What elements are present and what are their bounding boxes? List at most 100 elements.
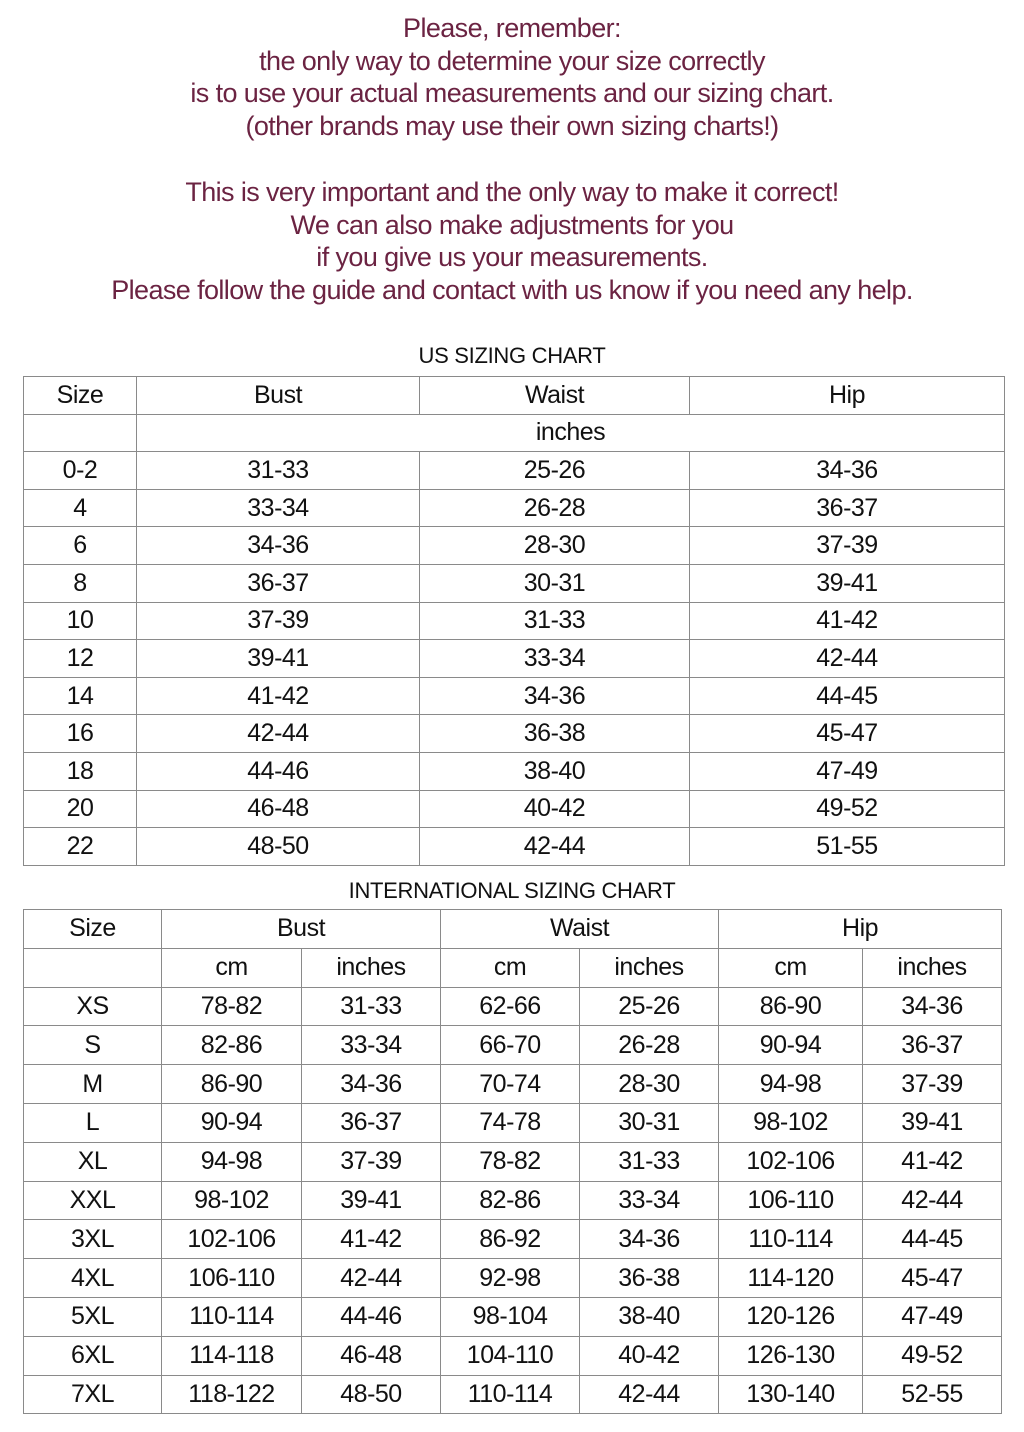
size-cell: 10 xyxy=(23,601,137,641)
unit-header: inches xyxy=(578,947,720,988)
measurement-cell: 25-26 xyxy=(578,986,720,1027)
column-header: Hip xyxy=(718,909,1003,949)
measurement-cell: 126-130 xyxy=(718,1335,864,1376)
measurement-cell: 33-34 xyxy=(136,488,420,528)
size-cell: 8 xyxy=(23,563,137,603)
measurement-cell: 114-118 xyxy=(161,1335,302,1376)
measurement-cell: 42-44 xyxy=(689,639,1005,678)
measurement-cell: 110-114 xyxy=(161,1296,302,1337)
table-row: 0-2 31-33 25-26 34-36 xyxy=(23,451,1005,490)
measurement-cell: 48-50 xyxy=(136,827,420,866)
size-cell: 4XL xyxy=(23,1258,162,1298)
measurement-cell: 44-45 xyxy=(689,676,1005,716)
measurement-cell: 39-41 xyxy=(689,563,1005,603)
header-row: Size Bust Waist Hip xyxy=(23,376,1005,415)
measurement-cell: 90-94 xyxy=(718,1025,864,1066)
measurement-cell: 26-28 xyxy=(419,488,690,528)
header-row: Size Bust Waist Hip xyxy=(23,909,1003,949)
measurement-cell: 104-110 xyxy=(440,1335,580,1376)
measurement-cell: 120-126 xyxy=(718,1296,864,1337)
measurement-cell: 37-39 xyxy=(862,1064,1003,1104)
measurement-cell: 98-102 xyxy=(161,1180,302,1221)
column-header: Hip xyxy=(689,376,1005,415)
measurement-cell: 30-31 xyxy=(578,1102,720,1143)
size-cell: XXL xyxy=(23,1180,162,1221)
measurement-cell: 36-37 xyxy=(301,1102,441,1143)
column-header: Bust xyxy=(161,909,441,949)
measurement-cell: 42-44 xyxy=(301,1258,441,1298)
measurement-cell: 78-82 xyxy=(161,986,302,1027)
table-row: 5XL 110-114 44-46 98-104 38-40 120-126 47-49 xyxy=(23,1296,1003,1337)
measurement-cell: 110-114 xyxy=(718,1219,864,1260)
measurement-cell: 40-42 xyxy=(578,1335,720,1376)
measurement-cell: 42-44 xyxy=(578,1374,720,1415)
international-sizing-table: Size Bust Waist Hip cm inches cm inches cm inches… xyxy=(23,909,1003,1415)
measurement-cell: 42-44 xyxy=(419,827,690,866)
table-row: 4XL 106-110 42-44 92-98 36-38 114-120 45-47 xyxy=(23,1258,1003,1298)
measurement-cell: 25-26 xyxy=(419,451,690,490)
measurement-cell: 106-110 xyxy=(718,1180,864,1221)
measurement-cell: 118-122 xyxy=(161,1374,302,1415)
measurement-cell: 78-82 xyxy=(440,1141,580,1182)
measurement-cell: 44-45 xyxy=(862,1219,1003,1260)
measurement-cell: 66-70 xyxy=(440,1025,580,1066)
size-cell: 18 xyxy=(23,751,137,791)
us-chart-title: US SIZING CHART xyxy=(418,343,606,368)
measurement-cell: 114-120 xyxy=(718,1258,864,1298)
size-cell: 16 xyxy=(23,714,137,753)
measurement-cell: 90-94 xyxy=(161,1102,302,1143)
column-header: Waist xyxy=(439,909,720,949)
column-header: Size xyxy=(23,376,137,415)
measurement-cell: 86-90 xyxy=(161,1064,302,1104)
measurement-cell: 92-98 xyxy=(440,1258,580,1298)
measurement-cell: 30-31 xyxy=(419,563,690,603)
table-row: 7XL 118-122 48-50 110-114 42-44 130-140 52-55 xyxy=(23,1374,1003,1415)
unit-row: inches xyxy=(23,413,1005,453)
table-row: 6XL 114-118 46-48 104-110 40-42 126-130 49-52 xyxy=(23,1335,1003,1376)
measurement-cell: 42-44 xyxy=(136,714,420,753)
measurement-cell: 31-33 xyxy=(136,451,420,490)
table-row: 6 34-36 28-30 37-39 xyxy=(23,526,1005,565)
size-cell: S xyxy=(23,1025,162,1066)
measurement-cell: 49-52 xyxy=(862,1335,1003,1376)
size-cell: 20 xyxy=(23,789,137,829)
measurement-cell: 98-104 xyxy=(440,1296,580,1337)
measurement-cell: 49-52 xyxy=(689,789,1005,829)
measurement-cell: 36-38 xyxy=(578,1258,720,1298)
table-row: XL 94-98 37-39 78-82 31-33 102-106 41-42 xyxy=(23,1141,1003,1182)
unit-header: inches xyxy=(301,947,441,988)
unit-header: cm xyxy=(718,947,864,988)
measurement-cell: 44-46 xyxy=(136,751,420,791)
measurement-cell: 37-39 xyxy=(136,601,420,641)
measurement-cell: 34-36 xyxy=(301,1064,441,1104)
table-row: 10 37-39 31-33 41-42 xyxy=(23,601,1005,641)
table-row: M 86-90 34-36 70-74 28-30 94-98 37-39 xyxy=(23,1064,1003,1104)
measurement-cell: 52-55 xyxy=(862,1374,1003,1415)
empty-cell xyxy=(23,947,162,988)
measurement-cell: 31-33 xyxy=(419,601,690,641)
empty-cell xyxy=(23,413,137,453)
measurement-cell: 34-36 xyxy=(136,526,420,565)
measurement-cell: 86-90 xyxy=(718,986,864,1027)
measurement-cell: 33-34 xyxy=(578,1180,720,1221)
measurement-cell: 37-39 xyxy=(689,526,1005,565)
column-header: Bust xyxy=(136,376,420,415)
table-row: XS 78-82 31-33 62-66 25-26 86-90 34-36 xyxy=(23,986,1003,1027)
size-cell: 22 xyxy=(23,827,137,866)
intro-line: if you give us your measurements. xyxy=(316,242,708,273)
measurement-cell: 98-102 xyxy=(718,1102,864,1143)
unit-header: inches xyxy=(862,947,1003,988)
table-row: 16 42-44 36-38 45-47 xyxy=(23,714,1005,753)
intro-line: is to use your actual measurements and o… xyxy=(190,78,834,109)
measurement-cell: 86-92 xyxy=(440,1219,580,1260)
measurement-cell: 39-41 xyxy=(862,1102,1003,1143)
measurement-cell: 37-39 xyxy=(301,1141,441,1182)
intro-line: the only way to determine your size corr… xyxy=(259,45,765,76)
size-cell: 5XL xyxy=(23,1296,162,1337)
measurement-cell: 33-34 xyxy=(301,1025,441,1066)
column-header: Waist xyxy=(419,376,690,415)
measurement-cell: 48-50 xyxy=(301,1374,441,1415)
measurement-cell: 130-140 xyxy=(718,1374,864,1415)
measurement-cell: 39-41 xyxy=(136,639,420,678)
table-row: L 90-94 36-37 74-78 30-31 98-102 39-41 xyxy=(23,1102,1003,1143)
